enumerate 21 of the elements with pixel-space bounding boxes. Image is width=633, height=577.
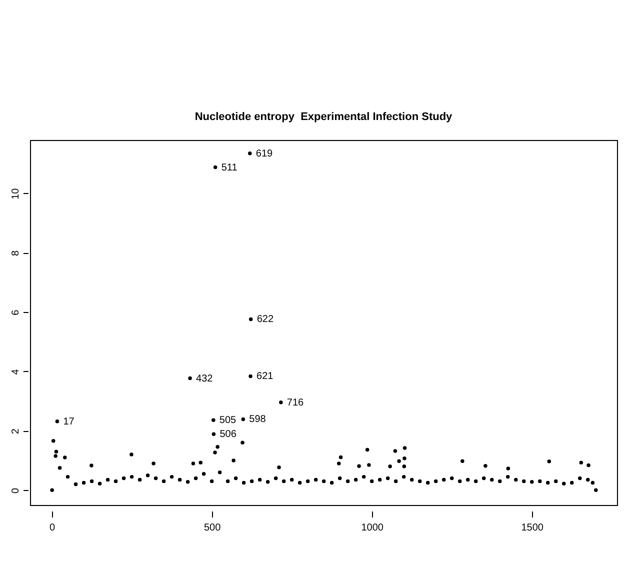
annotation: 598 xyxy=(249,414,266,426)
annotation: 432 xyxy=(196,373,214,384)
annotation: 511 xyxy=(221,162,238,174)
x-tick-label: 1000 xyxy=(361,522,384,534)
y-tick-label: 4 xyxy=(10,368,22,375)
chart-title: Nucleotide entropy Experimental Infection Study xyxy=(194,111,454,123)
annotation: 505 xyxy=(219,415,237,426)
y-tick-label: 10 xyxy=(10,188,22,200)
x-tick-label: 500 xyxy=(204,522,222,534)
y-tick-label: 2 xyxy=(10,428,22,434)
y-tick-label: 6 xyxy=(10,309,22,316)
x-tick-label: 1500 xyxy=(521,522,544,534)
x-tick-label: 0 xyxy=(49,522,56,534)
annotation: 506 xyxy=(220,429,237,440)
y-tick-label: 0 xyxy=(10,487,22,494)
annotation: 716 xyxy=(286,397,304,408)
annotation: 621 xyxy=(256,371,274,382)
annotation: 17 xyxy=(63,416,75,428)
annotation: 619 xyxy=(256,148,274,160)
annotation: 622 xyxy=(256,314,274,326)
y-tick-label: 8 xyxy=(10,250,22,256)
